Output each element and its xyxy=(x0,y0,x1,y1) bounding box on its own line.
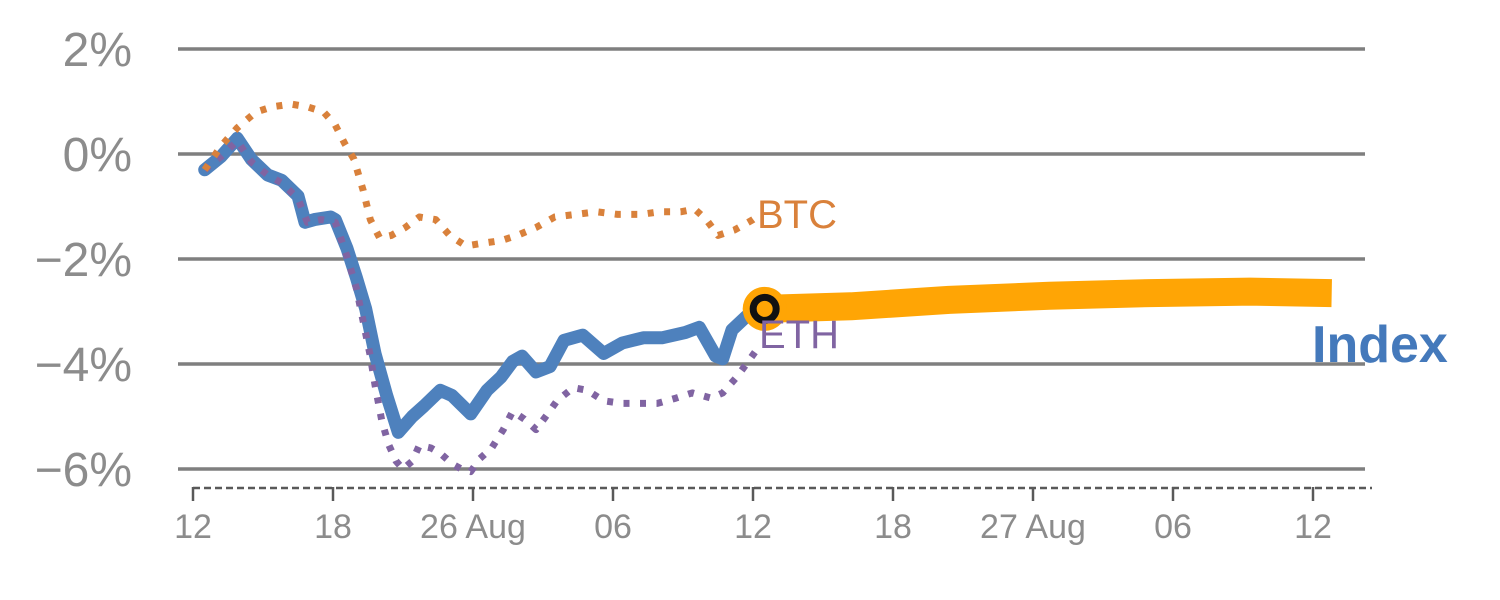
forecast-start-disc xyxy=(742,286,787,331)
series-index xyxy=(198,131,772,439)
y-tick-label: −2% xyxy=(35,234,132,287)
series-btc xyxy=(201,100,763,250)
forecast-start-marker-ring xyxy=(749,293,780,324)
x-tick-label: 12 xyxy=(734,508,772,546)
x-tick-label: 12 xyxy=(1294,508,1332,546)
y-tick-label: 2% xyxy=(63,24,132,77)
series-index-forecast xyxy=(764,277,1332,323)
series-eth xyxy=(202,137,761,476)
x-tick-label: 12 xyxy=(174,508,212,546)
btc-series-label: BTC xyxy=(757,193,837,237)
y-tick-label: 0% xyxy=(63,129,132,182)
y-tick-label: −6% xyxy=(35,444,132,497)
eth-series-label: ETH xyxy=(759,313,839,357)
x-tick-label: 18 xyxy=(314,508,352,546)
x-tick-label: 06 xyxy=(594,508,632,546)
x-tick-label: 18 xyxy=(874,508,912,546)
x-tick-label: 26 Aug xyxy=(420,508,526,546)
y-tick-label: −4% xyxy=(35,339,132,392)
x-tick-label: 27 Aug xyxy=(980,508,1086,546)
x-tick-label: 06 xyxy=(1154,508,1192,546)
index-series-label: Index xyxy=(1312,316,1448,374)
